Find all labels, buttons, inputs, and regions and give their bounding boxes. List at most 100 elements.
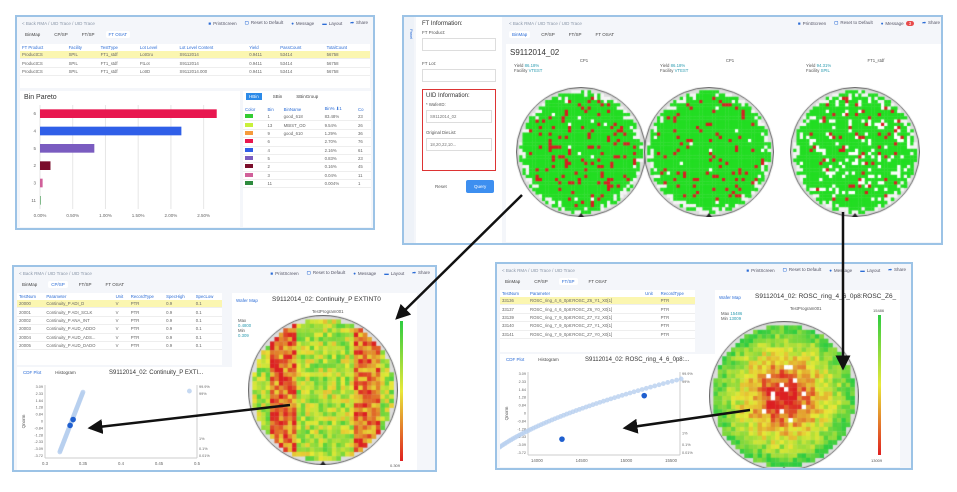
table-row[interactable]: 11 0.004% 1: [243, 179, 371, 189]
column-header[interactable]: Parameter: [46, 294, 67, 299]
breadcrumb[interactable]: < Back RMA / UID Trace / UID Trace: [22, 20, 95, 26]
tab-ftosat[interactable]: FT OSAT: [105, 31, 131, 38]
print-button[interactable]: ■ PrintScreen: [270, 270, 299, 276]
reset-default-button[interactable]: ▢ Reset to Default: [306, 270, 346, 275]
layout-button[interactable]: ▬ Layout: [860, 267, 881, 273]
tab-ftsp[interactable]: FT/SP: [81, 32, 95, 37]
tab-cdf-plot[interactable]: CDF Plot: [503, 356, 528, 363]
tab-sbin[interactable]: SBin: [272, 94, 283, 99]
reset-default-button[interactable]: ▢ Reset to Default: [834, 20, 873, 25]
column-header[interactable]: Color: [245, 106, 256, 112]
wafer-map-ft1[interactable]: [790, 87, 920, 217]
tab-ftosat[interactable]: FT OSAT: [588, 279, 608, 284]
table-row[interactable]: ProductCS SPIL FT1_stdf LotID S9112014.000 0.…: [20, 67, 370, 77]
message-button[interactable]: ● Message 3: [881, 20, 915, 26]
wafer-map-cp1[interactable]: [516, 87, 646, 217]
column-header[interactable]: SpecLow: [195, 294, 214, 299]
breadcrumb[interactable]: < Back RMA / UID Trace / UID Trace: [509, 20, 582, 26]
layout-button[interactable]: ▬ Layout: [322, 20, 343, 26]
table-row[interactable]: 20005 Continuity_P AUD_DADO V PTR 0.9 0.1: [17, 341, 222, 351]
wafer-map-tab[interactable]: Wafer Map: [236, 298, 258, 303]
tab-sbingroup[interactable]: SBinGroup: [296, 94, 319, 99]
column-header[interactable]: Facility: [68, 45, 82, 50]
table-row[interactable]: ProductCS SPIL FT1_stdf FtLot S9112014 0.9411…: [20, 58, 370, 68]
breadcrumb[interactable]: < Back RMA / UID Trace / UID Trace: [502, 267, 575, 273]
share-button[interactable]: ➦ Share: [922, 20, 940, 25]
column-header[interactable]: BinName: [283, 106, 302, 112]
table-row[interactable]: 4 2.16% 61: [243, 146, 371, 155]
reset-default-button[interactable]: ▢ Reset to Default: [782, 267, 822, 272]
tab-cpsp[interactable]: CP/SP: [48, 281, 68, 288]
share-button[interactable]: ➦ Share: [350, 20, 368, 25]
message-button[interactable]: ● Message: [353, 270, 377, 276]
column-header[interactable]: TestNum: [19, 294, 36, 299]
print-button[interactable]: ■ PrintScreen: [208, 20, 237, 26]
tab-cpsp[interactable]: CP/SP: [54, 32, 68, 37]
print-button[interactable]: ■ PrintScreen: [797, 20, 827, 26]
column-header[interactable]: RecordType: [130, 294, 154, 299]
table-row[interactable]: ProductCS SPIL FT1_stdf LotGru S9112014 0.941…: [20, 51, 370, 60]
tab-binmap[interactable]: BinMap: [22, 282, 38, 287]
tab-hbin[interactable]: HBin: [246, 93, 262, 100]
table-row[interactable]: 33141 ROSC_ring_7_9_0p8:ROSC_Z7_Y0_X0[1] P…: [500, 330, 695, 339]
layout-button[interactable]: ▬ Layout: [384, 270, 405, 276]
tab-ftosat[interactable]: FT OSAT: [105, 282, 125, 287]
tab-binmap[interactable]: BinMap: [505, 279, 521, 284]
table-row[interactable]: 33136 ROSC_ring_4_6_0p8:ROSC_Z6_Y1_X0[1] P…: [500, 297, 695, 306]
column-header[interactable]: FT Product: [22, 45, 44, 50]
table-row[interactable]: 33139 ROSC_ring_7_9_0p8:ROSC_Z7_Y2_X0[1] P…: [500, 313, 695, 323]
table-row[interactable]: 20000 Continuity_P ADI_D V PTR 0.9 0.1: [17, 300, 222, 309]
column-header[interactable]: Lot Level Content: [179, 45, 214, 50]
table-row[interactable]: 33140 ROSC_ring_7_9_0p8:ROSC_Z7_Y1_X0[1] P…: [500, 321, 695, 331]
tab-binmap[interactable]: BinMap: [25, 32, 41, 37]
ft-lot-input[interactable]: [422, 69, 496, 82]
tab-ftosat[interactable]: FT OSAT: [595, 32, 615, 37]
reset-button[interactable]: Reset: [428, 181, 454, 192]
tab-cdf-plot[interactable]: CDF Plot: [20, 369, 45, 376]
table-row[interactable]: 20001 Continuity_P ADI_SCLK V PTR 0.9 0.1: [17, 307, 222, 317]
tab-cpsp[interactable]: CP/SP: [534, 279, 548, 284]
table-row[interactable]: 33137 ROSC_ring_4_6_0p8:ROSC_Z6_Y0_X0[1] P…: [500, 304, 695, 314]
column-header[interactable]: SpecHigh: [166, 294, 185, 299]
table-row[interactable]: 13 MBIST_OD 9.54% 26: [243, 120, 371, 130]
wafer-map-tab[interactable]: Wafer Map: [719, 295, 741, 300]
wafer-map-cp1-2[interactable]: [644, 87, 774, 217]
table-row[interactable]: 20004 Continuity_P AUD_ADS... V PTR 0.9 0.1: [17, 333, 222, 342]
column-header[interactable]: Lot Level: [139, 45, 158, 50]
reset-default-button[interactable]: ▢ Reset to Default: [244, 20, 284, 25]
breadcrumb[interactable]: < Back RMA / UID Trace / UID Trace: [19, 270, 92, 276]
message-button[interactable]: ● Message: [829, 267, 853, 273]
query-button[interactable]: Query: [466, 180, 495, 193]
column-header[interactable]: TestType: [100, 45, 118, 50]
table-row[interactable]: 3 0.04% 11: [243, 171, 371, 181]
column-header[interactable]: PassCount: [280, 45, 302, 50]
tab-ftsp[interactable]: FT/SP: [558, 278, 578, 285]
wafer-heatmap[interactable]: [248, 315, 398, 465]
table-row[interactable]: 20002 Continuity_P ANA_INT V PTR 0.9 0.1: [17, 316, 222, 326]
column-header[interactable]: Yield: [249, 45, 259, 50]
tab-binmap[interactable]: BinMap: [509, 31, 531, 38]
column-header[interactable]: TestNum: [502, 291, 519, 296]
tab-ftsp[interactable]: FT/SP: [78, 282, 92, 287]
column-header[interactable]: Unit: [645, 291, 653, 296]
share-button[interactable]: ➦ Share: [888, 267, 906, 272]
column-header[interactable]: Unit: [115, 294, 124, 299]
message-button[interactable]: ● Message: [291, 20, 315, 26]
panel-toggle[interactable]: Panel: [404, 17, 414, 243]
column-header[interactable]: TotalCount: [326, 45, 348, 50]
column-header[interactable]: Parameter: [529, 291, 551, 296]
table-row[interactable]: 5 0.83% 23: [243, 154, 371, 164]
column-header[interactable]: Bin% ⬇1: [324, 106, 342, 111]
tab-histogram[interactable]: Histogram: [538, 357, 559, 362]
column-header[interactable]: RecordType: [660, 291, 684, 296]
table-row[interactable]: 1 good_618 83.48% 23: [243, 113, 371, 122]
print-button[interactable]: ■ PrintScreen: [746, 267, 775, 273]
table-row[interactable]: 6 2.70% 76: [243, 137, 371, 147]
wafer-id-input[interactable]: S9112014_02: [426, 110, 492, 123]
tab-cpsp[interactable]: CP/SP: [541, 32, 555, 37]
wafer-heatmap[interactable]: [709, 321, 859, 468]
tab-histogram[interactable]: Histogram: [55, 370, 76, 375]
table-row[interactable]: 20003 Continuity_P AUD_ADDO V PTR 0.9 0.1: [17, 324, 222, 334]
share-button[interactable]: ➦ Share: [412, 270, 430, 275]
tab-ftsp[interactable]: FT/SP: [568, 32, 582, 37]
